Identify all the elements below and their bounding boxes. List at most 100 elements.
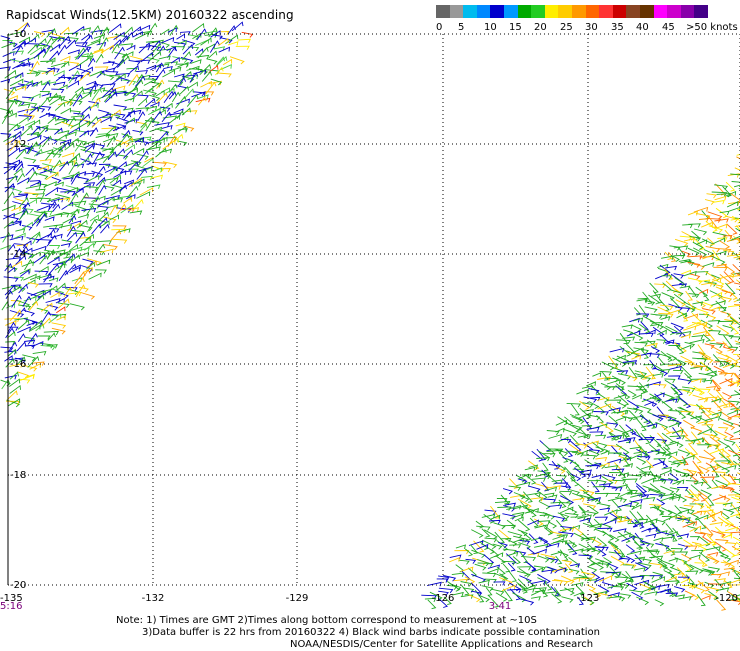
wind-barb: [11, 262, 21, 268]
wind-barb: [21, 126, 33, 136]
wind-barb: [82, 35, 92, 45]
wind-barb: [62, 153, 74, 157]
wind-barb: [612, 367, 624, 374]
wind-barb: [637, 419, 646, 431]
wind-barb: [678, 397, 688, 406]
wind-barb: [14, 277, 23, 281]
wind-barb: [85, 242, 96, 246]
wind-barb: [47, 257, 59, 264]
wind-barb: [736, 157, 740, 164]
wind-barb: [206, 59, 216, 64]
wind-barb: [685, 571, 697, 575]
wind-barb: [658, 357, 664, 365]
wind-barb: [484, 530, 497, 539]
wind-barb: [737, 153, 740, 157]
wind-barb: [694, 208, 708, 213]
wind-barb: [690, 565, 703, 574]
wind-barb: [517, 571, 530, 577]
wind-barb: [729, 325, 738, 335]
wind-barb: [733, 554, 740, 558]
wind-barb: [62, 202, 73, 209]
wind-barb: [653, 461, 664, 465]
wind-barb: [49, 115, 60, 120]
wind-barb: [461, 585, 469, 595]
wind-barb: [24, 115, 34, 120]
wind-barb: [688, 224, 700, 228]
wind-barb: [136, 71, 147, 75]
wind-barb: [156, 91, 165, 96]
wind-barb: [89, 273, 102, 279]
wind-barb: [603, 520, 617, 525]
wind-barb: [692, 302, 702, 306]
wind-barb: [691, 452, 701, 463]
wind-barb: [80, 193, 89, 203]
wind-barb: [504, 589, 513, 601]
wind-barb: [449, 558, 459, 562]
wind-barb: [595, 517, 607, 521]
wind-barb: [548, 495, 557, 499]
wind-barb: [543, 525, 553, 534]
wind-barb: [708, 321, 720, 325]
wind-barb: [734, 184, 740, 188]
wind-barb: [71, 123, 79, 127]
wind-barb: [153, 162, 166, 166]
wind-barb: [452, 573, 464, 577]
wind-barb: [702, 263, 713, 267]
lat-label-1: -12: [10, 139, 26, 150]
wind-barb: [713, 380, 721, 389]
wind-barb: [643, 498, 655, 502]
wind-barb: [600, 508, 610, 512]
wind-barb: [728, 450, 740, 458]
wind-barb: [693, 331, 707, 335]
wind-barb: [79, 184, 91, 190]
wind-barb: [154, 123, 169, 127]
wind-barb: [8, 42, 17, 47]
wind-barb: [641, 478, 654, 483]
wind-barb: [67, 40, 76, 48]
wind-barb: [456, 545, 466, 549]
wind-barb: [697, 445, 709, 449]
wind-barb: [506, 552, 517, 556]
wind-barb: [609, 513, 617, 520]
wind-barb: [113, 226, 126, 230]
wind-barb: [734, 430, 740, 434]
wind-barb: [218, 39, 228, 46]
lat-lon-grid: [8, 34, 740, 585]
wind-barb: [654, 284, 665, 288]
wind-barb: [634, 568, 645, 572]
wind-barb: [487, 569, 498, 573]
wind-barb: [643, 486, 652, 492]
wind-barb: [719, 373, 733, 377]
wind-barb: [91, 50, 104, 55]
wind-barb: [711, 575, 721, 579]
wind-barb: [576, 390, 588, 395]
wind-barb: [78, 57, 91, 65]
wind-barb: [655, 422, 667, 429]
wind-barb: [732, 546, 740, 553]
wind-barb: [57, 188, 71, 194]
wind-barb: [683, 435, 693, 444]
lon-label-5: -120: [715, 593, 738, 604]
wind-barb: [493, 544, 502, 549]
wind-barb: [540, 515, 550, 519]
wind-barb: [15, 229, 24, 233]
wind-barb: [637, 405, 651, 412]
wind-barb: [37, 206, 50, 211]
wind-barb: [230, 57, 244, 64]
wind-barb: [19, 198, 28, 207]
wind-barb: [606, 493, 619, 497]
wind-barb: [10, 372, 19, 379]
wind-barb: [19, 58, 29, 62]
wind-barb: [184, 89, 194, 99]
wind-barb: [647, 551, 659, 555]
wind-barb: [45, 38, 53, 48]
wind-barb: [23, 274, 36, 280]
wind-barb: [38, 137, 49, 145]
wind-barb: [646, 534, 656, 538]
wind-barb: [712, 472, 725, 476]
wind-barb: [578, 505, 585, 513]
wind-barb: [38, 336, 50, 340]
wind-barb: [6, 291, 13, 299]
wind-barb: [684, 456, 695, 460]
wind-barb: [612, 500, 622, 511]
